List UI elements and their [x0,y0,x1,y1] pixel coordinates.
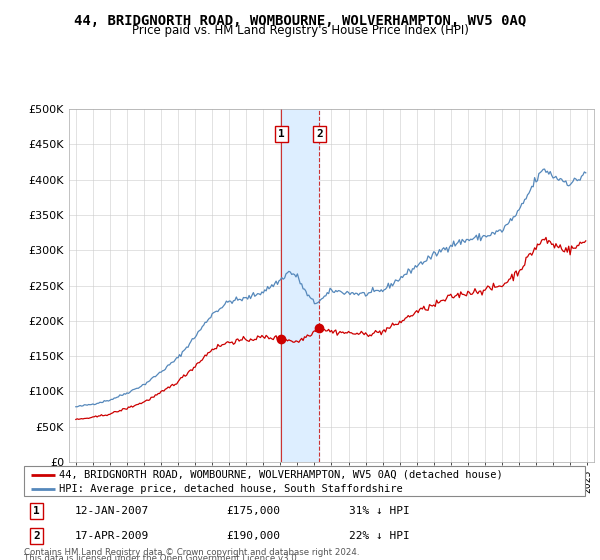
Text: 1: 1 [278,129,284,139]
Text: 2: 2 [33,531,40,542]
Text: 44, BRIDGNORTH ROAD, WOMBOURNE, WOLVERHAMPTON, WV5 0AQ (detached house): 44, BRIDGNORTH ROAD, WOMBOURNE, WOLVERHA… [59,470,503,479]
Text: Price paid vs. HM Land Registry's House Price Index (HPI): Price paid vs. HM Land Registry's House … [131,24,469,37]
Text: 31% ↓ HPI: 31% ↓ HPI [349,506,410,516]
Text: 44, BRIDGNORTH ROAD, WOMBOURNE, WOLVERHAMPTON, WV5 0AQ: 44, BRIDGNORTH ROAD, WOMBOURNE, WOLVERHA… [74,14,526,28]
Text: 12-JAN-2007: 12-JAN-2007 [74,506,149,516]
Bar [281,109,319,462]
Text: 22% ↓ HPI: 22% ↓ HPI [349,531,410,542]
Text: 2: 2 [316,129,323,139]
Text: £175,000: £175,000 [226,506,280,516]
Text: HPI: Average price, detached house, South Staffordshire: HPI: Average price, detached house, Sout… [59,484,403,494]
FancyBboxPatch shape [24,466,585,496]
Text: 17-APR-2009: 17-APR-2009 [74,531,149,542]
Text: This data is licensed under the Open Government Licence v3.0.: This data is licensed under the Open Gov… [24,554,299,560]
Text: 1: 1 [33,506,40,516]
Text: Contains HM Land Registry data © Crown copyright and database right 2024.: Contains HM Land Registry data © Crown c… [24,548,359,557]
Text: £190,000: £190,000 [226,531,280,542]
